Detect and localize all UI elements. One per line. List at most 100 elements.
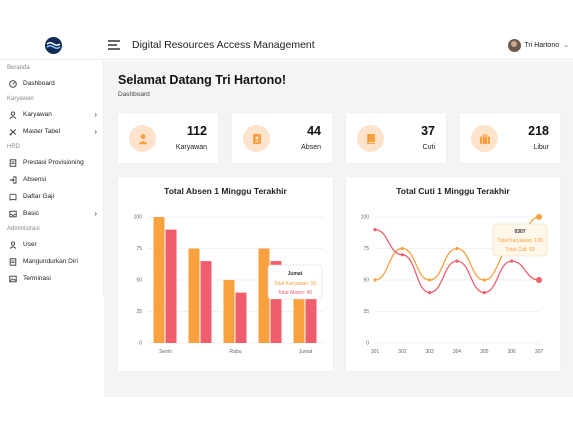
sidebar-item-label: Daftar Gaji <box>23 193 55 200</box>
y-tick-label: 50 <box>136 278 142 284</box>
sidebar: Beranda Dashboard Karyawan Karyawan › Ma… <box>0 61 104 295</box>
data-point <box>400 246 404 251</box>
sidebar-item-label: Karyawan <box>23 111 52 118</box>
bar <box>153 217 165 343</box>
bar <box>165 229 177 343</box>
sidebar-item-prestasi-provisioning[interactable]: Prestasi Provisioning <box>0 154 103 171</box>
chevron-down-icon: ⌄ <box>563 42 569 49</box>
data-point <box>400 253 404 257</box>
hamburger-menu-icon[interactable] <box>108 40 120 50</box>
chevron-right-icon: › <box>94 109 97 119</box>
stat-value: 218 <box>528 124 549 138</box>
data-point <box>455 246 459 251</box>
data-point <box>510 259 514 263</box>
app-title: Digital Resources Access Management <box>132 39 315 51</box>
line-chart: 0 25 50 75 100 301 302 303 304 305 306 307 0307 Total… <box>361 214 548 355</box>
tooltip-title: 0307 <box>514 229 525 235</box>
sidebar-item-label: Basic <box>23 210 39 217</box>
sidebar-item-label: User <box>23 241 37 248</box>
stat-label: Karyawan <box>175 144 207 151</box>
chevron-right-icon: › <box>94 208 97 218</box>
data-point <box>482 278 486 282</box>
top-header: Digital Resources Access Management Tri … <box>0 30 573 60</box>
stat-value: 37 <box>421 124 435 138</box>
tooltip-line: Total Karyawan: 50 <box>274 281 317 287</box>
bar <box>188 248 200 343</box>
y-tick-label: 0 <box>366 341 369 347</box>
book-icon <box>357 125 384 152</box>
page-title: Selamat Datang Tri Hartono! <box>118 73 287 87</box>
y-tick-label: 25 <box>136 309 142 315</box>
tooltip-line: Total Absen: 40 <box>278 290 312 296</box>
data-point <box>373 228 377 232</box>
data-point <box>428 278 432 282</box>
x-tick-label: 302 <box>398 349 407 355</box>
bar <box>235 292 247 343</box>
stat-card-karyawan[interactable]: 112 Karyawan <box>118 113 218 163</box>
stat-value: 44 <box>307 124 321 138</box>
bar <box>305 292 317 343</box>
user-icon <box>129 125 156 152</box>
y-tick-label: 75 <box>363 246 369 252</box>
sidebar-section-administrasi: Administrasi <box>7 226 40 232</box>
x-tick-label: Jumat <box>299 349 313 355</box>
chart-tooltip <box>492 223 548 257</box>
stat-card-cuti[interactable]: 37 Cuti <box>346 113 446 163</box>
data-point <box>455 259 459 263</box>
sidebar-item-karyawan[interactable]: Karyawan › <box>0 106 103 123</box>
stat-label: Cuti <box>422 144 435 151</box>
sidebar-item-label: Absensi <box>23 176 47 183</box>
sidebar-section-beranda: Beranda <box>7 65 30 71</box>
stat-card-libur[interactable]: 218 Libur <box>460 113 560 163</box>
image-icon <box>8 274 17 283</box>
sidebar-item-mangundurkan-diri[interactable]: Mangundurkan Diri <box>0 253 103 270</box>
sidebar-item-label: Terminasi <box>23 275 51 282</box>
sidebar-section-hrd: HRD <box>7 144 20 150</box>
tooltip-line: Total Karyawan: 100 <box>497 238 543 244</box>
sidebar-item-basic[interactable]: Basic › <box>0 205 103 222</box>
x-tick-label: 305 <box>480 349 489 355</box>
stat-label: Libur <box>533 144 549 151</box>
bar <box>258 248 270 343</box>
sidebar-item-label: Dashboard <box>23 80 55 87</box>
user-icon <box>8 110 17 119</box>
sidebar-item-dashboard[interactable]: Dashboard <box>0 75 103 92</box>
y-tick-label: 25 <box>363 309 369 315</box>
sidebar-section-karyawan: Karyawan <box>7 96 34 102</box>
briefcase-icon <box>471 125 498 152</box>
avatar <box>508 38 522 52</box>
bar <box>200 261 212 343</box>
stat-label: Absen <box>301 144 321 151</box>
chart-tooltip <box>267 264 323 300</box>
contact-book-icon <box>243 125 270 152</box>
sidebar-item-terminasi[interactable]: Terminasi <box>0 270 103 287</box>
x-tick-label: Rabu <box>230 349 242 355</box>
user-name: Tri Hartono <box>524 41 560 49</box>
user-menu[interactable]: Tri Hartono ⌄ <box>508 38 569 52</box>
login-icon <box>8 175 17 184</box>
dashboard-icon <box>8 79 17 88</box>
sidebar-item-master-tabel[interactable]: Master Tabel › <box>0 123 103 140</box>
tooltip-line: Total Cuti: 50 <box>505 247 534 253</box>
data-point <box>373 278 377 282</box>
data-point <box>428 291 432 295</box>
main-content: Selamat Datang Tri Hartono! Dashboard 11… <box>104 61 573 397</box>
chevron-right-icon: › <box>94 126 97 136</box>
data-point <box>482 291 486 295</box>
sidebar-item-label: Master Tabel <box>23 128 61 135</box>
inbox-icon <box>8 209 17 218</box>
sidebar-item-user[interactable]: User <box>0 236 103 253</box>
bar <box>223 280 235 343</box>
x-tick-label: 306 <box>507 349 516 355</box>
x-tick-label: 303 <box>425 349 434 355</box>
table-icon <box>8 127 17 136</box>
user-icon <box>8 240 17 249</box>
stat-card-absen[interactable]: 44 Absen <box>232 113 332 163</box>
x-tick-label: 304 <box>453 349 462 355</box>
app-logo[interactable] <box>45 37 62 54</box>
sidebar-item-label: Prestasi Provisioning <box>23 159 84 166</box>
sidebar-item-daftar-gaji[interactable]: Daftar Gaji <box>0 188 103 205</box>
bar <box>270 261 282 343</box>
breadcrumb: Dashboard <box>118 91 150 98</box>
sidebar-item-absensi[interactable]: Absensi <box>0 171 103 188</box>
